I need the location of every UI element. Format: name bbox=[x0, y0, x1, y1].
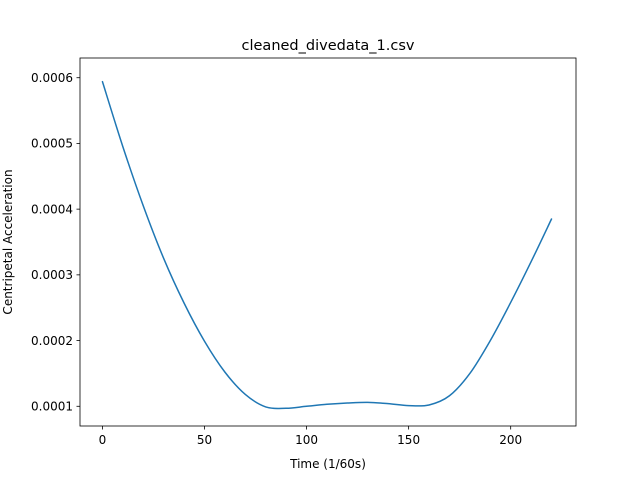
x-tick-label: 200 bbox=[499, 433, 522, 447]
plot-frame bbox=[79, 57, 577, 427]
y-axis-label: Centripetal Acceleration bbox=[1, 169, 15, 314]
plot-area bbox=[80, 58, 576, 426]
y-tick-label: 0.0004 bbox=[31, 202, 73, 216]
x-tick-label: 100 bbox=[295, 433, 318, 447]
series-line bbox=[101, 80, 553, 410]
y-tick-label: 0.0003 bbox=[31, 268, 73, 282]
y-tick-label: 0.0002 bbox=[31, 334, 73, 348]
y-axis: 0.0001 0.0002 0.0003 0.0004 0.0005 0.0006 bbox=[31, 71, 80, 413]
x-tick-label: 0 bbox=[99, 433, 107, 447]
x-tick-label: 150 bbox=[397, 433, 420, 447]
chart-title: cleaned_divedata_1.csv bbox=[242, 38, 415, 54]
y-tick-label: 0.0001 bbox=[31, 399, 73, 413]
x-tick-label: 50 bbox=[197, 433, 212, 447]
y-tick-label: 0.0006 bbox=[31, 71, 73, 85]
y-tick-label: 0.0005 bbox=[31, 137, 73, 151]
x-axis: 0 50 100 150 200 bbox=[99, 426, 522, 447]
series-layer bbox=[101, 80, 553, 410]
x-axis-label: Time (1/60s) bbox=[289, 457, 366, 471]
